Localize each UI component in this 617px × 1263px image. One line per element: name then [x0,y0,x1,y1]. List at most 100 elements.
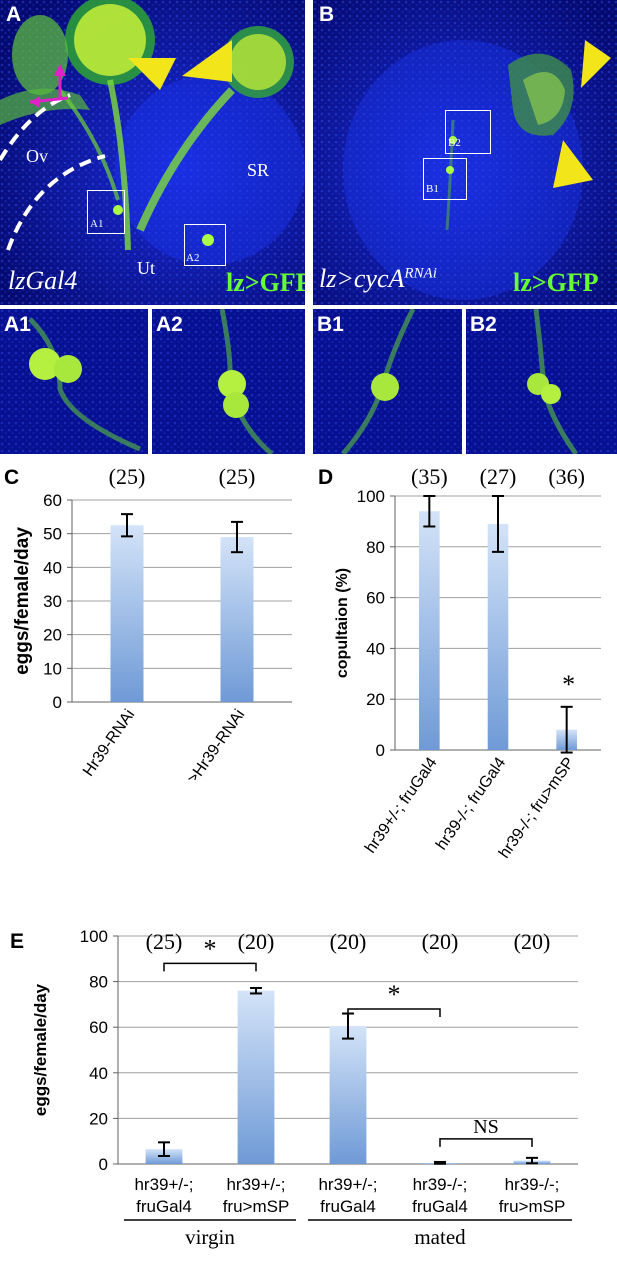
x-tick-label: hr39+/-; [134,1175,193,1194]
sample-size-label: (36) [548,464,585,489]
bar [237,990,275,1164]
label-ov: Ov [26,146,48,166]
reporter-b: lz>GFP [513,268,599,297]
inset-letter-a2: A2 [156,313,183,336]
sample-size-label: (27) [480,464,517,489]
arrowhead-icon [128,58,176,90]
genotype-b-superscript: RNAi [404,265,437,282]
sample-size-label: (35) [411,464,448,489]
bar [419,511,440,750]
inset-box-b1 [423,158,467,200]
sample-size-label: (25) [109,464,146,489]
micrograph-panel-a: A Ov SR Ut A1 A2 lzGal4 lz>GFP [0,0,305,305]
panel-letter-d: D [318,466,334,489]
significance-bracket [163,962,257,972]
y-tick-label: 0 [99,1155,108,1174]
y-tick-label: 40 [89,1064,108,1083]
genotype-b-main: lz>cycA [319,264,405,293]
y-tick-label: 80 [89,973,108,992]
inset-box-b1-label: B1 [426,183,439,195]
x-tick-label: fru>mSP [223,1197,290,1216]
y-tick-label: 20 [366,690,385,709]
y-tick-label: 100 [80,927,108,946]
micrograph-a-drawing [0,0,305,305]
x-tick-label: hr39+/-; [226,1175,285,1194]
panel-letter-c: C [4,466,20,489]
y-tick-label: 60 [366,589,385,608]
arrowhead-icon [553,140,593,188]
inset-a1: A1 [0,309,148,454]
y-axis-label: eggs/female/day [31,983,50,1116]
y-tick-label: 50 [43,525,62,544]
inset-box-a1-label: A1 [90,218,104,230]
x-tick-label: ppk>Hr39-RNAi [170,707,248,780]
group-label: virgin [185,1225,235,1249]
x-tick-label: fruGal4 [412,1197,468,1216]
group-label: mated [414,1225,466,1249]
inset-box-b2-label: B2 [448,137,461,149]
y-tick-label: 60 [89,1018,108,1037]
y-tick-label: 80 [366,538,385,557]
arrowhead-icon [581,40,611,88]
y-tick-label: 0 [53,693,62,712]
x-tick-label: hr39+/-; fruGal4 [362,754,441,856]
inset-box-a2-label: A2 [186,252,200,264]
inset-box-a1 [87,190,125,234]
reporter-a: lz>GFP [226,268,305,297]
panel-letter-a: A [6,3,22,26]
inset-b1: B1 [313,309,462,454]
inset-letter-a1: A1 [4,313,31,336]
sample-size-label: (25) [146,929,183,954]
y-tick-label: 40 [366,639,385,658]
genotype-a: lzGal4 [8,266,78,295]
x-tick-label: fru>mSP [499,1197,566,1216]
sample-size-label: (20) [422,929,459,954]
arrowhead-icon [182,40,232,82]
y-tick-label: 60 [43,491,62,510]
inset-box-b2 [445,110,491,154]
x-tick-label: Hr39-RNAi [80,707,138,780]
panel-letter-e: E [10,930,25,953]
chart-c: 0 10 20 30 40 50 60 eggs/female/day (25) (25) Hr39… [12,464,292,780]
genotype-b: lz>cycARNAi [319,264,437,294]
inset-b1-drawing [313,309,462,454]
x-tick-label: hr39-/-; fru>mSP [496,755,578,862]
micrograph-panel-b: B B2 B1 lz>cycARNAi lz>GFP [313,0,617,305]
chart-e: 0 20 40 60 80 100 eggs/female/day (25) (20) (20) (… [31,927,578,1249]
label-sr: SR [247,160,270,180]
x-tick-label: hr39-/-; fruGal4 [433,754,509,853]
sample-size-label: (25) [219,464,256,489]
y-tick-label: 20 [89,1109,108,1128]
bar [487,523,509,750]
sample-size-label: (20) [330,929,367,954]
inset-a2: A2 [152,309,305,454]
significance-star: * [562,670,575,699]
x-tick-label: hr39+/-; [318,1175,377,1194]
y-tick-label: 20 [43,626,62,645]
x-tick-label: fruGal4 [320,1197,376,1216]
sample-size-label: (20) [514,929,551,954]
significance-label: * [388,980,401,1009]
y-tick-label: 0 [376,741,385,760]
bar [220,537,254,702]
label-ut: Ut [137,258,155,278]
inset-a1-drawing [0,309,148,454]
inset-b2: B2 [466,309,617,454]
inset-b2-drawing [466,309,617,454]
inset-letter-b1: B1 [317,313,344,336]
y-tick-label: 30 [43,592,62,611]
x-tick-label: hr39-/-; [413,1175,468,1194]
inset-letter-b2: B2 [470,313,497,336]
inset-box-a2 [184,224,226,266]
micrograph-b-drawing [313,0,617,305]
significance-bracket [439,1138,533,1147]
y-axis-label: eggs/female/day [12,527,33,675]
significance-bracket [347,1008,441,1017]
x-tick-label: fruGal4 [136,1197,192,1216]
y-tick-label: 40 [43,558,62,577]
bar [110,525,144,702]
inset-a2-drawing [152,309,305,454]
panel-letter-b: B [319,3,335,26]
chart-d: 0 20 40 60 80 100 copultaion (%) (35) (27) (36) hr… [334,464,601,862]
y-axis-label: copultaion (%) [334,568,351,678]
